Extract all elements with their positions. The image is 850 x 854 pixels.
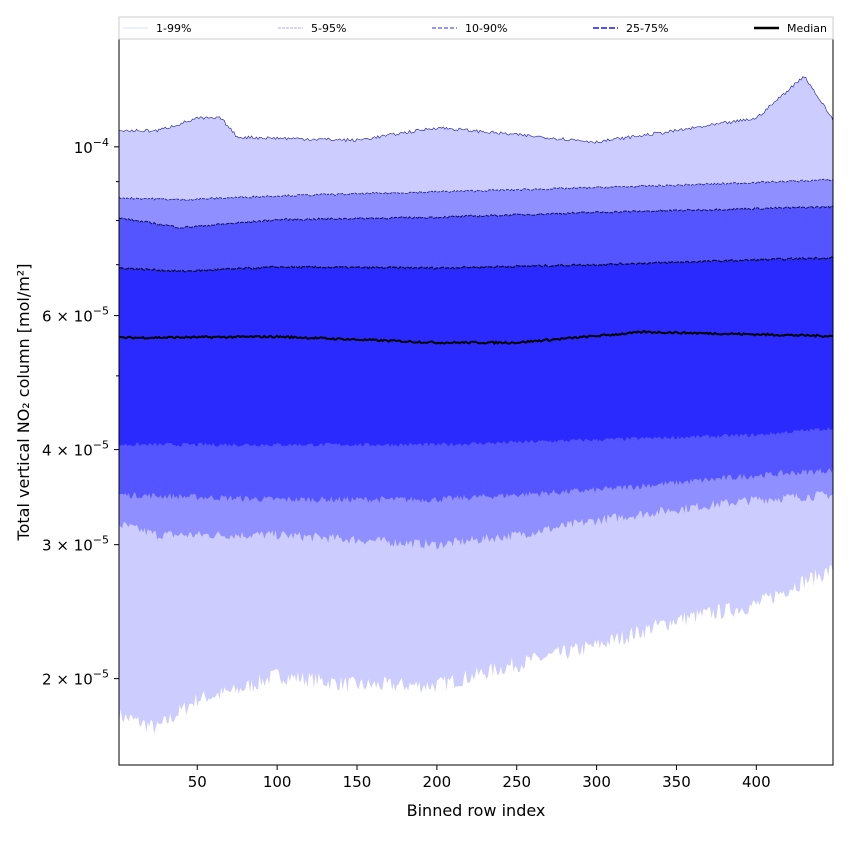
y-tick-label: 3 × 10−5 (42, 534, 109, 555)
legend: 1-99% 5-95% 10-90% 25-75% Median (118, 16, 834, 40)
line-p90 (118, 205, 834, 229)
x-tick-label: 50 (188, 773, 207, 791)
line-p75 (118, 256, 834, 273)
legend-label: 25-75% (626, 22, 668, 35)
y-tick-label: 6 × 10−5 (42, 305, 109, 326)
legend-box (118, 16, 834, 40)
bands-layer (118, 76, 834, 734)
x-tick-label: 400 (742, 773, 771, 791)
y-tick-label: 4 × 10−5 (42, 439, 109, 460)
legend-label: 1-99% (156, 22, 191, 35)
x-axis: 50 100 150 200 250 300 350 400 (188, 765, 771, 791)
band-25-75 (119, 257, 833, 447)
y-axis-label: Total vertical NO₂ column [mol/m²] (14, 264, 33, 542)
x-axis-label: Binned row index (407, 801, 546, 820)
y-tick-label: 2 × 10−5 (42, 668, 109, 689)
x-tick-label: 300 (582, 773, 611, 791)
y-tick-label: 10−4 (74, 136, 109, 157)
line-median (118, 329, 834, 346)
legend-label: 10-90% (465, 22, 507, 35)
x-tick-label: 350 (662, 773, 691, 791)
legend-label: Median (787, 22, 827, 35)
x-tick-label: 100 (263, 773, 292, 791)
x-tick-label: 200 (423, 773, 452, 791)
y-axis: 10−4 6 × 10−5 4 × 10−5 3 × 10−5 2 × 10−5 (42, 136, 119, 689)
x-tick-label: 150 (343, 773, 372, 791)
line-p99 (118, 76, 834, 144)
line-p95 (118, 178, 834, 201)
legend-label: 5-95% (311, 22, 346, 35)
x-tick-label: 250 (502, 773, 531, 791)
